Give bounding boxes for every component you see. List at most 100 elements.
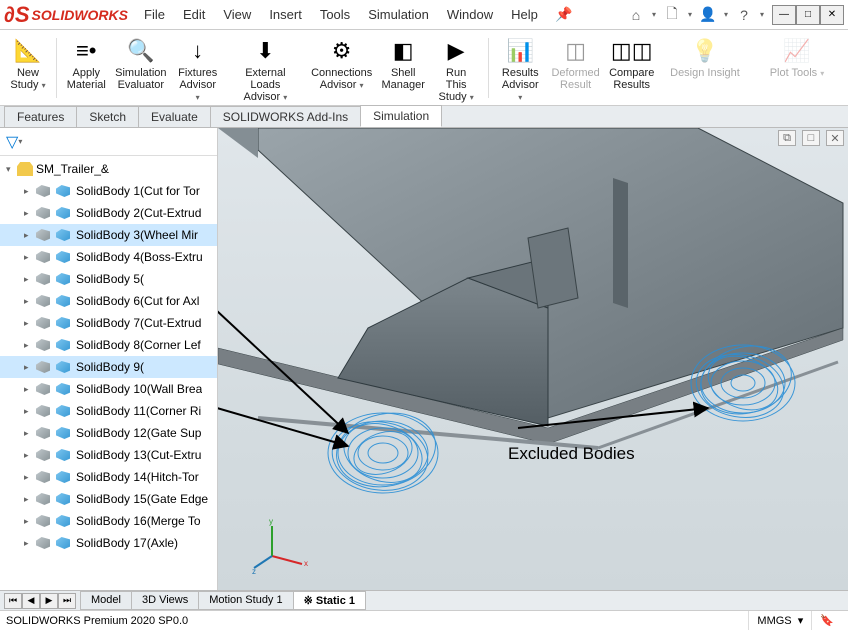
ribbon-fixtures[interactable]: ↓FixturesAdvisor ▾ bbox=[172, 34, 223, 105]
ribbon-icon: 📐 bbox=[13, 36, 43, 66]
tab-solidworks-add-ins[interactable]: SOLIDWORKS Add-Ins bbox=[210, 106, 361, 127]
tree-item[interactable]: ▸SolidBody 6(Cut for Axl bbox=[0, 290, 217, 312]
menu-bar: FileEditViewInsertToolsSimulationWindowH… bbox=[136, 3, 546, 26]
tab-features[interactable]: Features bbox=[4, 106, 77, 127]
ribbon-icon: 🔍 bbox=[126, 36, 156, 66]
ribbon-design-insight: 💡Design Insight bbox=[660, 34, 750, 81]
menu-insert[interactable]: Insert bbox=[261, 3, 310, 26]
ribbon-label: ConnectionsAdvisor ▾ bbox=[311, 67, 372, 91]
ribbon-connections[interactable]: ⚙ConnectionsAdvisor ▾ bbox=[308, 34, 376, 93]
bottom-tab-model[interactable]: Model bbox=[80, 591, 132, 610]
tab-first-icon[interactable]: ⏮ bbox=[4, 593, 22, 609]
ribbon-icon: ↓ bbox=[183, 36, 213, 66]
ribbon-results[interactable]: 📊ResultsAdvisor ▾ bbox=[495, 34, 546, 105]
tree-item[interactable]: ▸SolidBody 15(Gate Edge bbox=[0, 488, 217, 510]
status-version: SOLIDWORKS Premium 2020 SP0.0 bbox=[6, 615, 188, 627]
tree-item[interactable]: ▸SolidBody 14(Hitch-Tor bbox=[0, 466, 217, 488]
close-button[interactable]: ✕ bbox=[820, 5, 844, 25]
ribbon-label: Design Insight bbox=[670, 67, 740, 79]
menu-edit[interactable]: Edit bbox=[175, 3, 213, 26]
title-bar: ∂S SOLIDWORKS FileEditViewInsertToolsSim… bbox=[0, 0, 848, 30]
ribbon-plot-tools: 📈Plot Tools ▾ bbox=[752, 34, 842, 81]
tree-item[interactable]: ▸SolidBody 10(Wall Brea bbox=[0, 378, 217, 400]
ribbon-compare[interactable]: ◫◫CompareResults bbox=[605, 34, 658, 93]
ribbon-icon: 📈 bbox=[782, 36, 812, 66]
bottom-tab-nav: ⏮ ◀ ▶ ⏭ bbox=[4, 593, 76, 609]
ribbon: 📐NewStudy ▾≡•ApplyMaterial🔍SimulationEva… bbox=[0, 30, 848, 106]
ribbon-icon: ▶ bbox=[441, 36, 471, 66]
ribbon-label: DeformedResult bbox=[551, 67, 599, 91]
title-toolbar: ⌂▾ 🗋▾ 👤▾ ?▾ bbox=[626, 5, 764, 25]
ribbon-label: Plot Tools ▾ bbox=[770, 67, 825, 79]
tree-item[interactable]: ▸SolidBody 9( bbox=[0, 356, 217, 378]
svg-text:z: z bbox=[252, 567, 256, 576]
ribbon-label: SimulationEvaluator bbox=[115, 67, 166, 91]
menu-file[interactable]: File bbox=[136, 3, 173, 26]
annotation-text: Excluded Bodies bbox=[508, 444, 635, 464]
help-icon[interactable]: ? bbox=[734, 5, 754, 25]
tree-item[interactable]: ▸SolidBody 16(Merge To bbox=[0, 510, 217, 532]
filter-icon[interactable]: ▽ bbox=[6, 132, 18, 152]
tree-item[interactable]: ▸SolidBody 7(Cut-Extrud bbox=[0, 312, 217, 334]
tree-item[interactable]: ▸SolidBody 13(Cut-Extru bbox=[0, 444, 217, 466]
view-triad: x y z bbox=[252, 516, 312, 576]
logo-glyph-icon: ∂S bbox=[4, 2, 30, 28]
menu-view[interactable]: View bbox=[215, 3, 259, 26]
menu-help[interactable]: Help bbox=[503, 3, 546, 26]
menu-window[interactable]: Window bbox=[439, 3, 501, 26]
ribbon-icon: ≡• bbox=[71, 36, 101, 66]
ribbon-icon: ◫ bbox=[561, 36, 591, 66]
ribbon-label: ResultsAdvisor ▾ bbox=[499, 67, 542, 103]
tree-item[interactable]: ▸SolidBody 4(Boss-Extru bbox=[0, 246, 217, 268]
new-doc-icon[interactable]: 🗋 bbox=[662, 5, 682, 25]
tree-root[interactable]: ▾SM_Trailer_& bbox=[0, 158, 217, 180]
maximize-button[interactable]: □ bbox=[796, 5, 820, 25]
command-tabs: FeaturesSketchEvaluateSOLIDWORKS Add-Ins… bbox=[0, 106, 848, 128]
ribbon-deformed: ◫DeformedResult bbox=[548, 34, 604, 93]
ribbon-label: ApplyMaterial bbox=[67, 67, 106, 91]
ribbon-external-loads[interactable]: ⬇External LoadsAdvisor ▾ bbox=[225, 34, 305, 105]
ribbon-label: NewStudy ▾ bbox=[10, 67, 45, 91]
ribbon-shell[interactable]: ◧ShellManager bbox=[378, 34, 429, 93]
tree-item[interactable]: ▸SolidBody 2(Cut-Extrud bbox=[0, 202, 217, 224]
bottom-tab--static-1[interactable]: ※ Static 1 bbox=[293, 591, 366, 610]
menu-simulation[interactable]: Simulation bbox=[360, 3, 437, 26]
ribbon-label: ShellManager bbox=[381, 67, 424, 91]
bottom-tab-motion-study-1[interactable]: Motion Study 1 bbox=[198, 591, 293, 610]
user-icon[interactable]: 👤 bbox=[698, 5, 718, 25]
tab-simulation[interactable]: Simulation bbox=[360, 105, 442, 127]
pin-icon[interactable]: 📌 bbox=[554, 5, 574, 25]
svg-text:x: x bbox=[304, 559, 308, 568]
ribbon-apply[interactable]: ≡•ApplyMaterial bbox=[63, 34, 110, 93]
main-area: ▽▾ ▾SM_Trailer_&▸SolidBody 1(Cut for Tor… bbox=[0, 128, 848, 590]
tree-item[interactable]: ▸SolidBody 12(Gate Sup bbox=[0, 422, 217, 444]
ribbon-new[interactable]: 📐NewStudy ▾ bbox=[6, 34, 50, 93]
app-name: SOLIDWORKS bbox=[32, 7, 128, 23]
tree-item[interactable]: ▸SolidBody 8(Corner Lef bbox=[0, 334, 217, 356]
ribbon-simulation[interactable]: 🔍SimulationEvaluator bbox=[112, 34, 171, 93]
app-logo: ∂S SOLIDWORKS bbox=[4, 2, 128, 28]
tab-prev-icon[interactable]: ◀ bbox=[22, 593, 40, 609]
tab-evaluate[interactable]: Evaluate bbox=[138, 106, 211, 127]
feature-tree[interactable]: ▾SM_Trailer_&▸SolidBody 1(Cut for Tor▸So… bbox=[0, 156, 217, 590]
tree-item[interactable]: ▸SolidBody 1(Cut for Tor bbox=[0, 180, 217, 202]
home-icon[interactable]: ⌂ bbox=[626, 5, 646, 25]
ribbon-run-this[interactable]: ▶Run ThisStudy ▾ bbox=[431, 34, 482, 105]
window-controls: — □ ✕ bbox=[772, 5, 844, 25]
menu-tools[interactable]: Tools bbox=[312, 3, 358, 26]
tab-sketch[interactable]: Sketch bbox=[76, 106, 139, 127]
model-render bbox=[218, 128, 848, 590]
bottom-tab-3d-views[interactable]: 3D Views bbox=[131, 591, 199, 610]
tree-item[interactable]: ▸SolidBody 11(Corner Ri bbox=[0, 400, 217, 422]
tree-item[interactable]: ▸SolidBody 17(Axle) bbox=[0, 532, 217, 554]
tree-item[interactable]: ▸SolidBody 5( bbox=[0, 268, 217, 290]
tab-last-icon[interactable]: ⏭ bbox=[58, 593, 76, 609]
graphics-viewport[interactable]: ⧉ □ ✕ ⊡ 🔍 🔎 ◩ 🧊 ▦ ◐ 🎨 ● ● 🖵 bbox=[218, 128, 848, 590]
tree-item[interactable]: ▸SolidBody 3(Wheel Mir bbox=[0, 224, 217, 246]
ribbon-label: CompareResults bbox=[609, 67, 654, 91]
feature-tree-panel: ▽▾ ▾SM_Trailer_&▸SolidBody 1(Cut for Tor… bbox=[0, 128, 218, 590]
status-tag-icon[interactable]: 🔖 bbox=[811, 611, 842, 630]
status-units[interactable]: MMGS ▾ bbox=[748, 611, 811, 630]
minimize-button[interactable]: — bbox=[772, 5, 796, 25]
tab-next-icon[interactable]: ▶ bbox=[40, 593, 58, 609]
